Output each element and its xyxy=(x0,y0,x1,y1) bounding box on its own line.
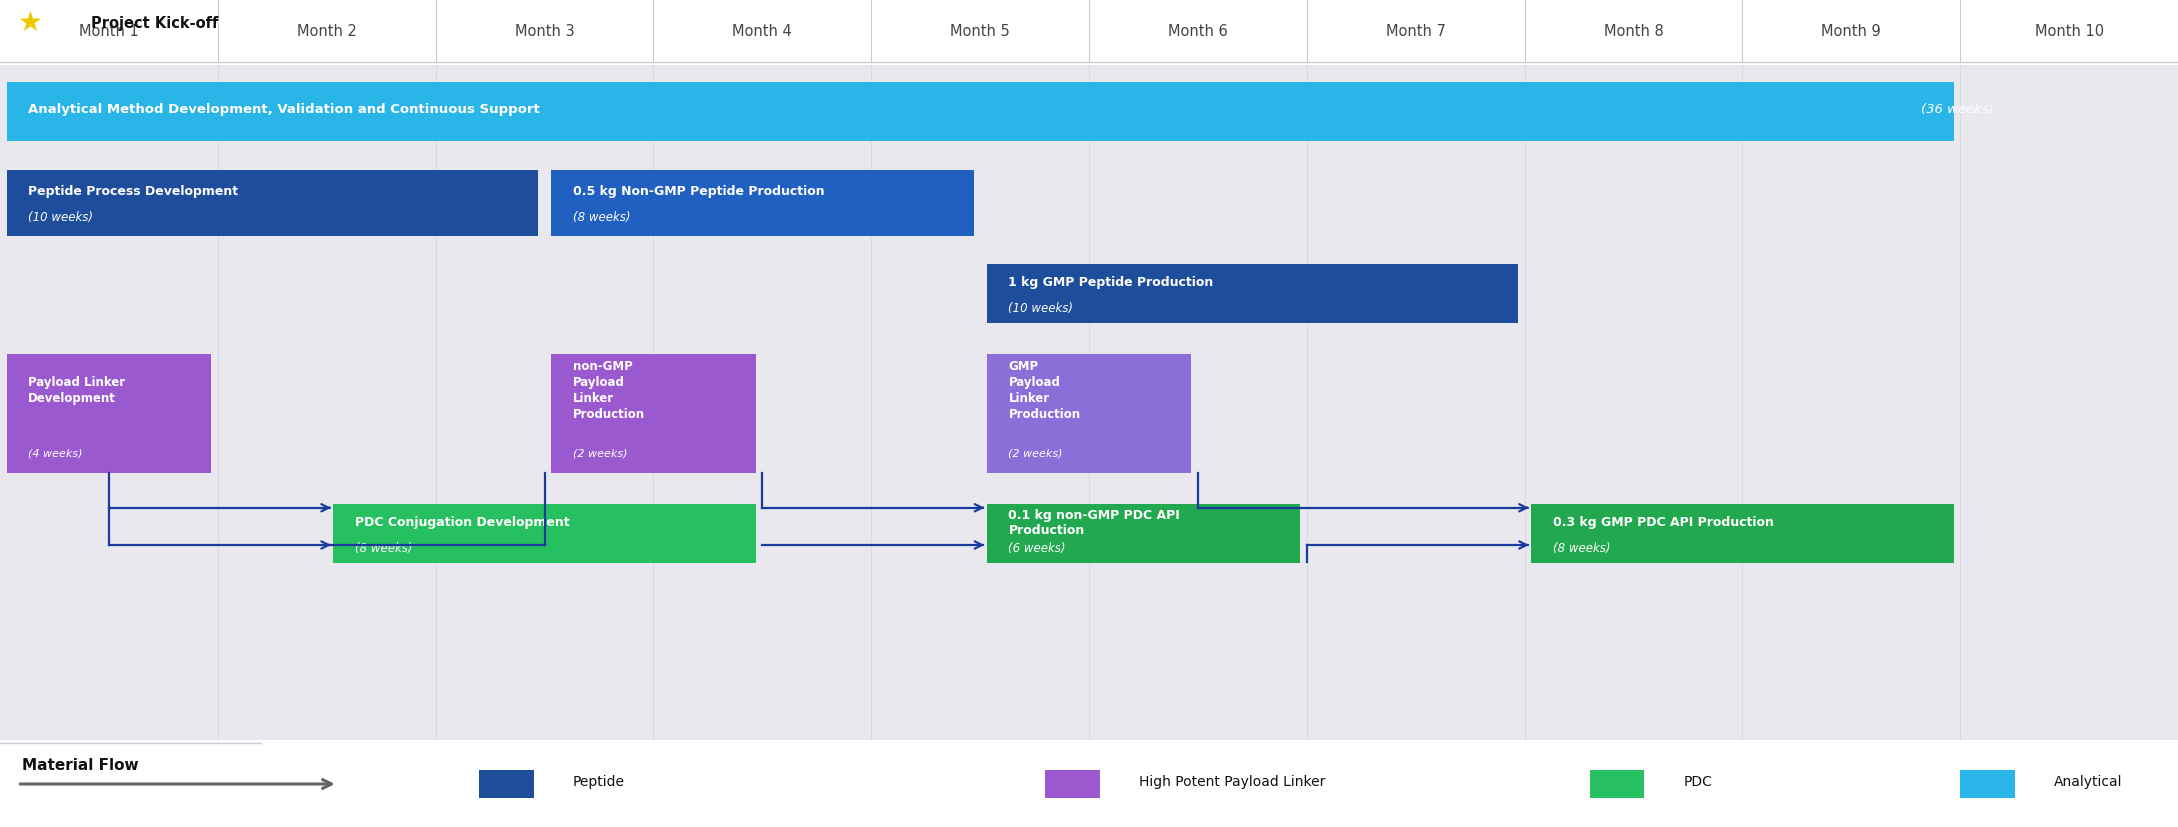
Text: (10 weeks): (10 weeks) xyxy=(1008,302,1074,315)
Text: Payload Linker
Development: Payload Linker Development xyxy=(28,375,126,405)
Text: 1 kg GMP Peptide Production: 1 kg GMP Peptide Production xyxy=(1008,276,1213,289)
Text: ★: ★ xyxy=(17,9,41,37)
Text: (36 weeks): (36 weeks) xyxy=(1921,103,1993,116)
Text: (2 weeks): (2 weeks) xyxy=(1008,448,1063,458)
Bar xyxy=(333,504,756,563)
Text: non-GMP
Payload
Linker
Production: non-GMP Payload Linker Production xyxy=(573,360,645,421)
Text: Month 1: Month 1 xyxy=(78,23,139,39)
Text: (4 weeks): (4 weeks) xyxy=(28,448,83,458)
Text: Analytical: Analytical xyxy=(2054,775,2121,788)
Bar xyxy=(7,82,1954,141)
Text: (2 weeks): (2 weeks) xyxy=(573,448,627,458)
Text: Month 3: Month 3 xyxy=(514,23,575,39)
Bar xyxy=(0,65,2178,740)
Text: PDC: PDC xyxy=(1684,775,1712,788)
Text: Month 7: Month 7 xyxy=(1385,23,1446,39)
Text: Month 8: Month 8 xyxy=(1603,23,1664,39)
Text: Month 9: Month 9 xyxy=(1821,23,1882,39)
Text: (6 weeks): (6 weeks) xyxy=(1008,542,1065,555)
Bar xyxy=(551,354,756,473)
Text: Month 4: Month 4 xyxy=(732,23,793,39)
Text: Material Flow: Material Flow xyxy=(22,758,139,773)
Text: Peptide: Peptide xyxy=(573,775,625,788)
Bar xyxy=(7,354,211,473)
Text: (8 weeks): (8 weeks) xyxy=(355,542,412,555)
Text: Project Kick-off: Project Kick-off xyxy=(91,16,218,31)
Bar xyxy=(479,769,534,799)
Bar xyxy=(7,170,538,236)
Bar xyxy=(987,504,1300,563)
Bar xyxy=(0,0,2178,62)
Text: PDC Conjugation Development: PDC Conjugation Development xyxy=(355,516,571,529)
Text: Month 2: Month 2 xyxy=(296,23,357,39)
Text: (8 weeks): (8 weeks) xyxy=(1553,542,1610,555)
Bar xyxy=(1960,769,2015,799)
Bar xyxy=(987,264,1518,323)
Bar xyxy=(1531,504,1954,563)
Bar xyxy=(1590,769,1644,799)
Text: Month 10: Month 10 xyxy=(2034,23,2104,39)
Text: Month 6: Month 6 xyxy=(1167,23,1228,39)
Text: Peptide Process Development: Peptide Process Development xyxy=(28,185,237,198)
Bar xyxy=(551,170,974,236)
Text: GMP
Payload
Linker
Production: GMP Payload Linker Production xyxy=(1008,360,1080,421)
Bar xyxy=(1045,769,1100,799)
Bar xyxy=(987,354,1191,473)
Text: Analytical Method Development, Validation and Continuous Support: Analytical Method Development, Validatio… xyxy=(28,103,544,116)
Text: 0.3 kg GMP PDC API Production: 0.3 kg GMP PDC API Production xyxy=(1553,516,1773,529)
Text: 0.1 kg non-GMP PDC API
Production: 0.1 kg non-GMP PDC API Production xyxy=(1008,509,1180,537)
Text: High Potent Payload Linker: High Potent Payload Linker xyxy=(1139,775,1326,788)
Text: (10 weeks): (10 weeks) xyxy=(28,211,94,224)
Text: (8 weeks): (8 weeks) xyxy=(573,211,629,224)
Text: Month 5: Month 5 xyxy=(950,23,1011,39)
Text: 0.5 kg Non-GMP Peptide Production: 0.5 kg Non-GMP Peptide Production xyxy=(573,185,825,198)
